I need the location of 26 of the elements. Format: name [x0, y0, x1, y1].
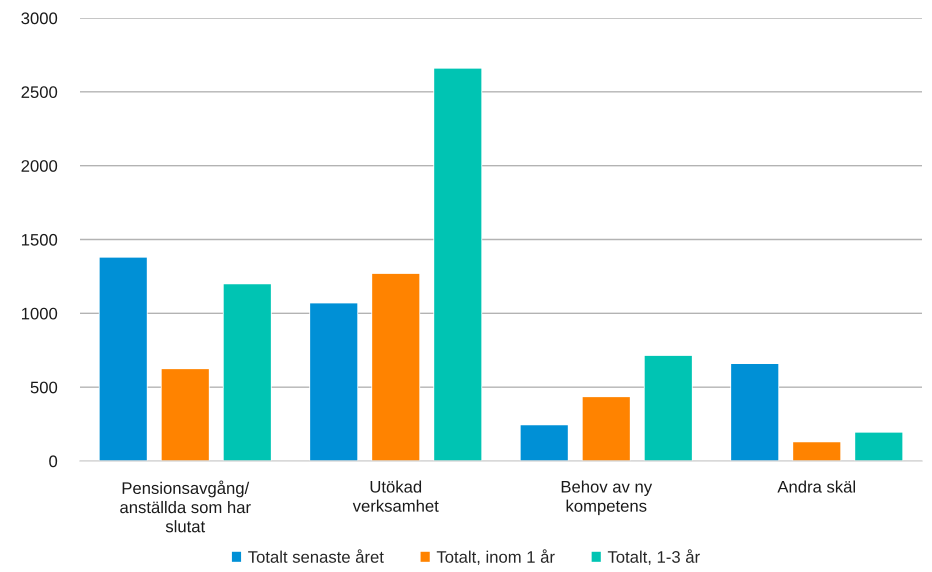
y-tick-label: 0 [49, 455, 58, 468]
x-tick-label: Behov av ny kompetens [562, 480, 652, 516]
x-tick-label: Andra skäl [777, 480, 856, 493]
legend-label: Totalt, 1-3 år [608, 549, 700, 565]
bar [433, 68, 482, 461]
bar [309, 302, 358, 461]
y-tick-label: 500 [30, 382, 58, 394]
bar [644, 355, 693, 461]
y-tick-label: 2500 [22, 86, 58, 98]
legend-label: Totalt, inom 1 år [436, 549, 555, 565]
bar [792, 441, 842, 461]
y-tick-label: 1000 [22, 308, 58, 320]
x-tick-label: Pensionsavgång/ anställda som har slutat [120, 480, 251, 532]
y-tick-label: 3000 [21, 12, 58, 24]
bar [160, 368, 210, 461]
bar [520, 424, 569, 461]
bar [582, 396, 631, 461]
bar [98, 256, 148, 461]
bar [730, 363, 780, 461]
legend-label: Totalt senaste året [248, 549, 384, 563]
y-tick-label: 2000 [22, 160, 58, 172]
bar [854, 432, 904, 461]
bar [222, 283, 272, 461]
y-tick-label: 1500 [22, 234, 58, 246]
bar [371, 273, 420, 461]
x-tick-label: Utökad verksamhet [352, 480, 439, 512]
